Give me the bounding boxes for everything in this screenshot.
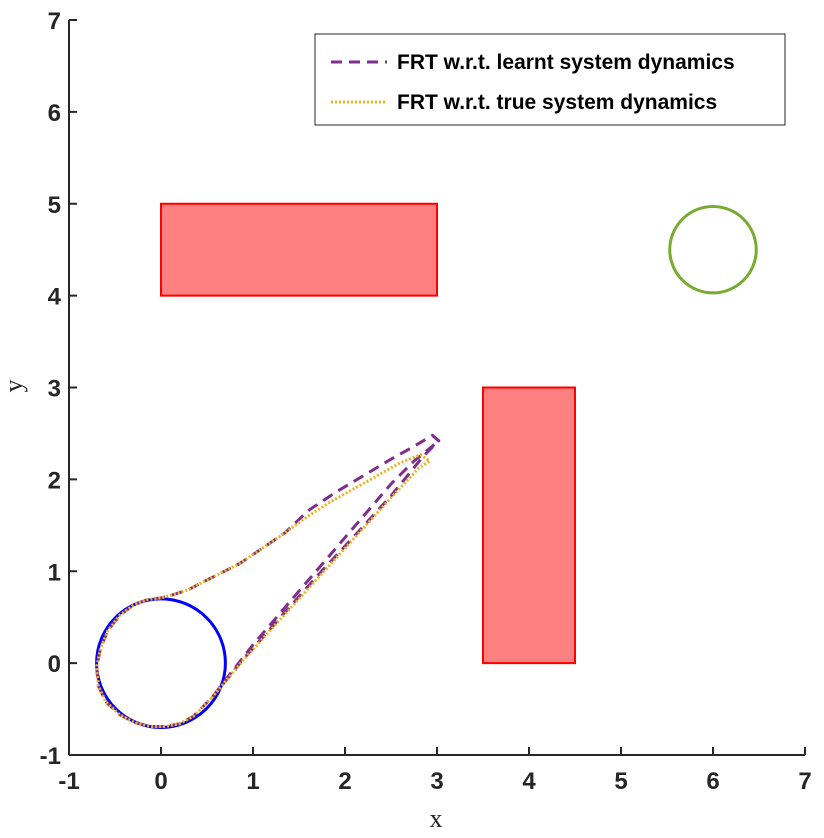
series-line-1 — [95, 433, 441, 728]
y-tick-label: 6 — [48, 100, 61, 127]
x-tick-label: 2 — [338, 768, 351, 795]
x-tick-label: 0 — [154, 768, 167, 795]
legend-label-1: FRT w.r.t. learnt system dynamics — [397, 51, 735, 74]
obstacle-rect-1 — [160, 202, 438, 297]
obstacle-rect-2 — [482, 386, 576, 665]
y-tick-label: -1 — [40, 743, 61, 770]
y-tick-label: 1 — [48, 559, 61, 586]
x-tick-label: 7 — [798, 768, 811, 795]
legend-box — [314, 33, 786, 126]
y-axis-label: y — [0, 380, 28, 393]
x-tick-label: 3 — [430, 768, 443, 795]
y-tick-label: 2 — [48, 467, 61, 494]
series-line-2 — [95, 453, 432, 728]
plot-area — [95, 202, 758, 729]
goal-circle — [668, 205, 758, 295]
x-tick-label: 5 — [614, 768, 627, 795]
y-tick-label: 0 — [48, 651, 61, 678]
x-tick-label: -1 — [58, 768, 79, 795]
x-tick-label: 1 — [246, 768, 259, 795]
legend-label-2: FRT w.r.t. true system dynamics — [397, 91, 717, 114]
x-axis-label: x — [430, 804, 443, 833]
y-tick-label: 3 — [48, 376, 61, 403]
axes: -1 0 1 2 3 4 5 6 7 -1 0 1 2 3 4 5 6 7 — [40, 8, 812, 795]
y-tick-label: 4 — [48, 284, 62, 311]
x-tick-label: 6 — [706, 768, 719, 795]
y-tick-label: 7 — [48, 8, 61, 35]
legend: FRT w.r.t. learnt system dynamics FRT w.r… — [314, 33, 786, 126]
y-tick-label: 5 — [48, 192, 61, 219]
x-tick-label: 4 — [522, 768, 536, 795]
